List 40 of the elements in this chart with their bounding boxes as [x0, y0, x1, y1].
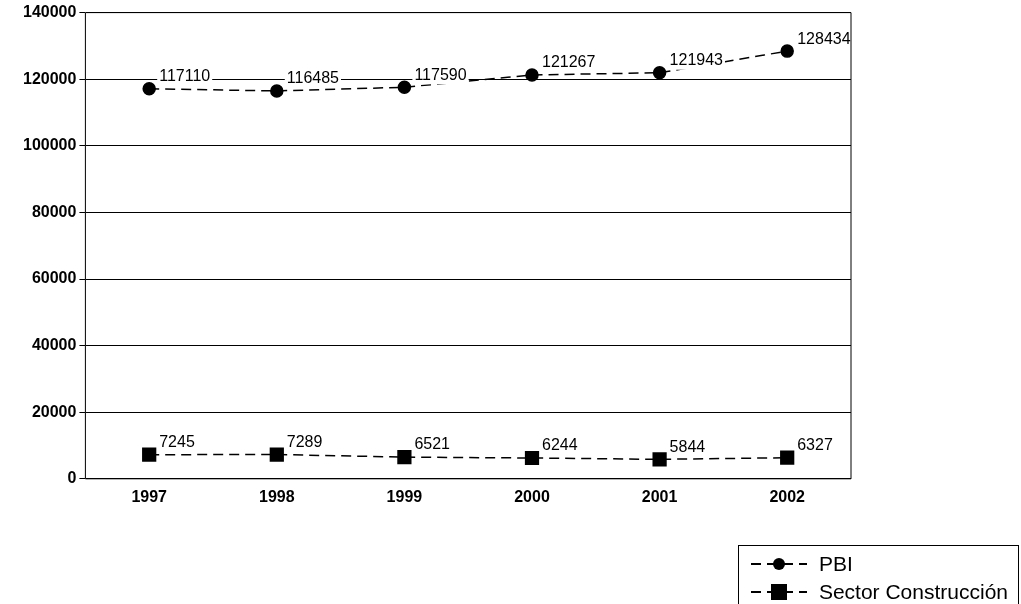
y-tick-label: 20000 [31, 402, 77, 420]
y-tick-label: 80000 [31, 202, 77, 220]
data-label: 7289 [286, 432, 323, 450]
y-tick-label: 140000 [23, 3, 77, 21]
legend-label: Sector Construcción [818, 580, 1008, 604]
data-label: 7245 [159, 433, 195, 451]
y-tick-label: 0 [67, 469, 77, 487]
data-label: 6521 [414, 435, 451, 453]
point [652, 452, 667, 467]
point [397, 80, 412, 94]
point [269, 447, 284, 462]
point [270, 84, 284, 98]
point [525, 68, 539, 82]
y-tick-label: 40000 [31, 336, 77, 354]
x-tick-label: 2002 [769, 487, 806, 505]
point [780, 450, 795, 465]
data-label: 6244 [542, 436, 578, 454]
point [397, 449, 412, 465]
data-label: 5844 [669, 437, 706, 455]
point [142, 447, 157, 462]
y-tick-label: 120000 [23, 69, 77, 87]
data-label: 121267 [542, 53, 596, 71]
data-label: 117590 [414, 65, 467, 83]
y-tick-label: 60000 [31, 269, 77, 287]
data-label: 117110 [159, 67, 211, 85]
x-tick-label: 2001 [641, 487, 678, 505]
x-tick-label: 2000 [514, 487, 550, 505]
y-tick-label: 100000 [23, 136, 77, 154]
data-label: 128434 [797, 29, 851, 47]
point [524, 450, 540, 466]
data-label: 116485 [286, 69, 340, 87]
x-tick-label: 1998 [259, 487, 295, 505]
legend-label: PBI [818, 552, 853, 576]
point [142, 82, 156, 96]
x-tick-label: 1997 [131, 487, 168, 505]
data-label: 121943 [669, 51, 724, 69]
point [780, 44, 794, 58]
data-label: 6327 [797, 436, 833, 454]
x-tick-label: 1999 [386, 487, 423, 505]
point [652, 65, 667, 80]
